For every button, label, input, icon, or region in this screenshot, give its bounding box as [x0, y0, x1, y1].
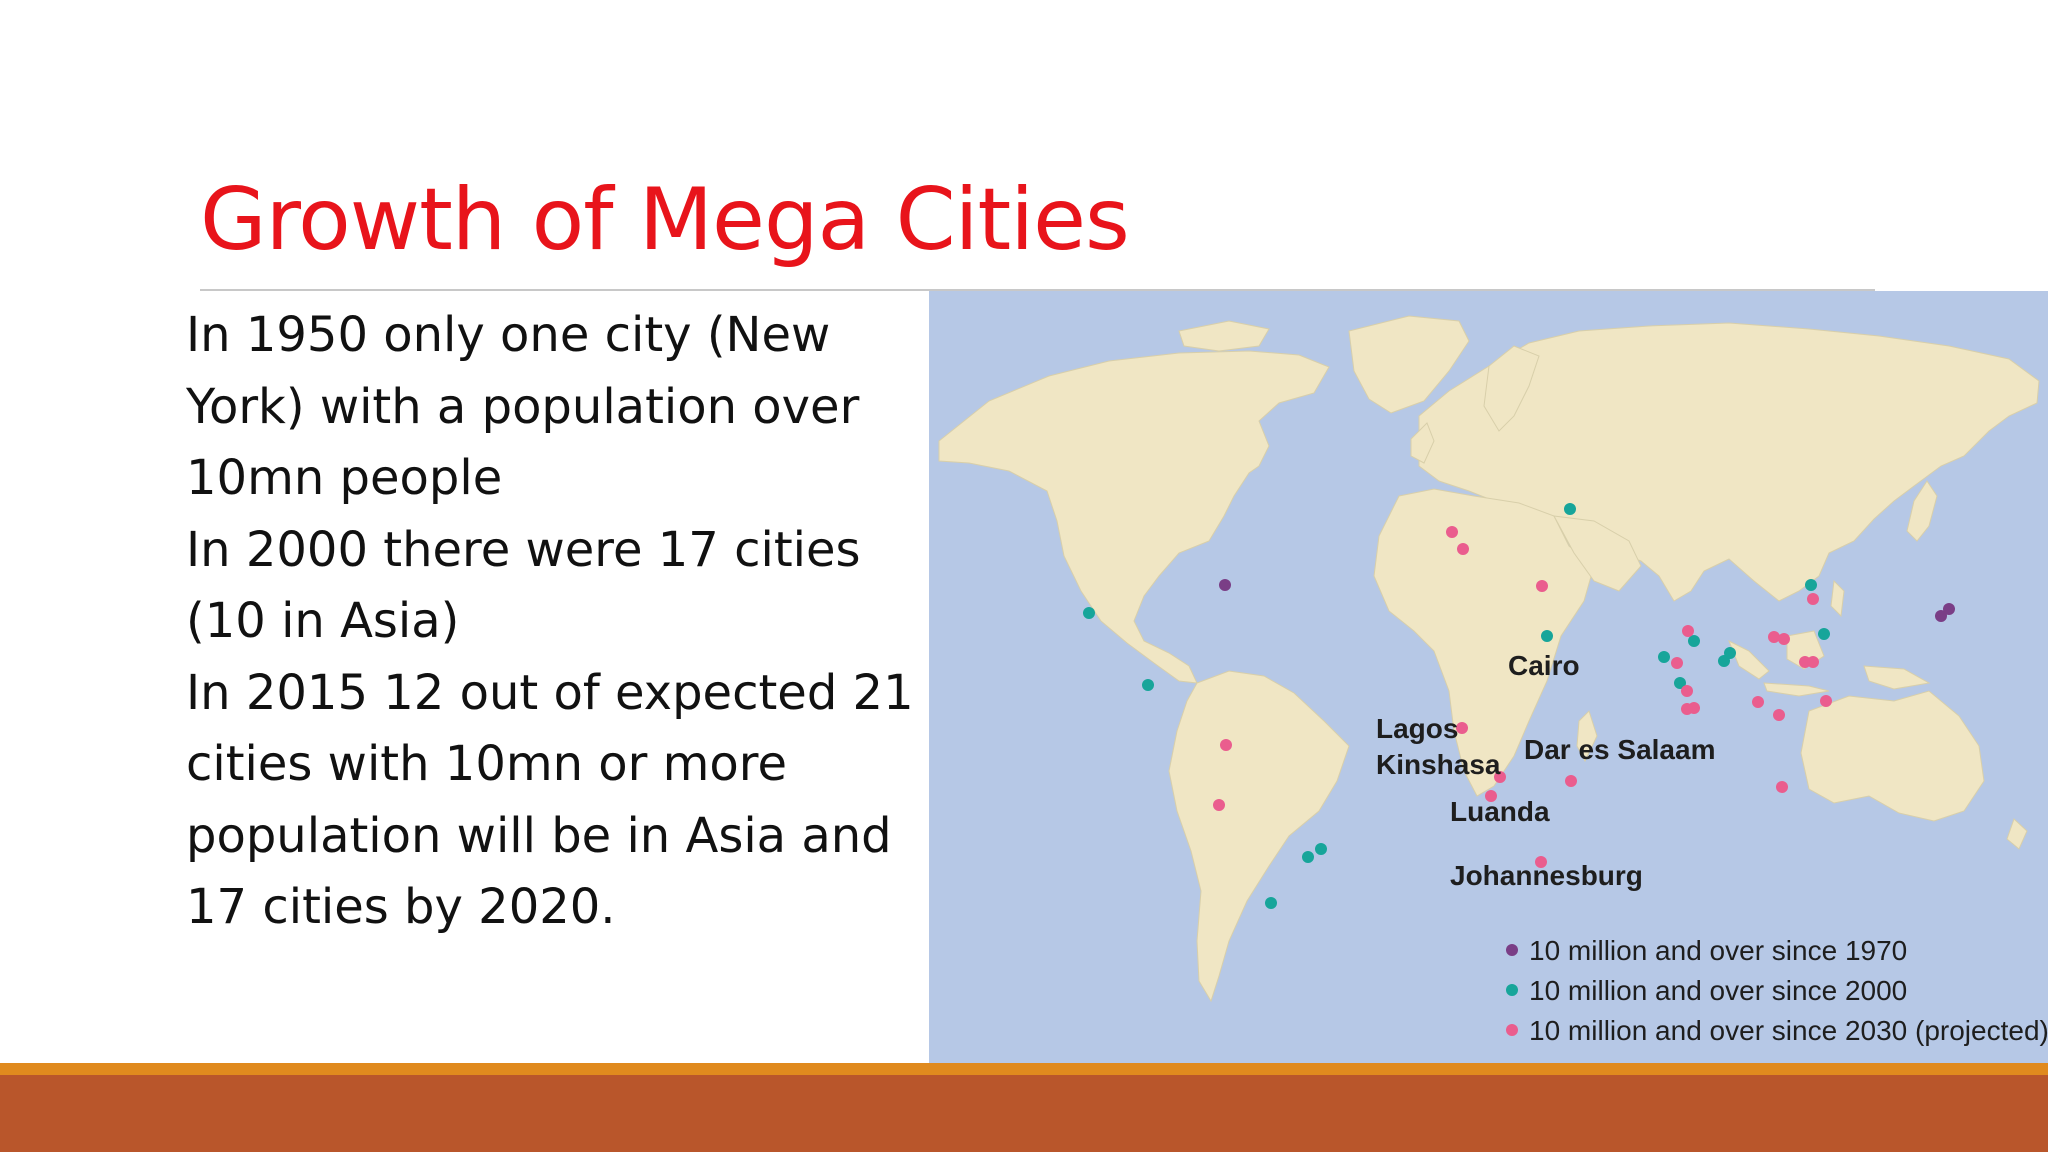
legend-label-1970: 10 million and over since 1970	[1529, 935, 1907, 966]
city-dot-1970	[1219, 579, 1231, 591]
city-label-dar-es-salaam: Dar es Salaam	[1524, 734, 1715, 765]
city-label-johannesburg: Johannesburg	[1450, 860, 1643, 891]
city-dot-2000	[1724, 647, 1736, 659]
legend-label-2000: 10 million and over since 2000	[1529, 975, 1907, 1006]
land-greenland	[1348, 315, 1470, 414]
land-madagascar	[1576, 710, 1598, 763]
land-arctic-islands	[1178, 320, 1270, 352]
title-divider	[200, 289, 1875, 291]
paragraph-1950: In 1950 only one city (New York) with a …	[186, 307, 860, 506]
city-dot-2000	[1265, 897, 1277, 909]
city-dot-2030	[1457, 543, 1469, 555]
city-dot-2000	[1818, 628, 1830, 640]
city-dot-2030	[1820, 695, 1832, 707]
city-dot-1970	[1943, 603, 1955, 615]
slide-title: Growth of Mega Cities	[200, 170, 1130, 270]
city-label-lagos: Lagos	[1376, 713, 1458, 744]
city-dot-2030	[1565, 775, 1577, 787]
city-dot-2000	[1674, 677, 1686, 689]
city-dot-2030	[1536, 580, 1548, 592]
city-dot-2030	[1776, 781, 1788, 793]
city-dot-2030	[1494, 771, 1506, 783]
land-japan	[1906, 480, 1938, 542]
land-british-isles	[1410, 422, 1435, 464]
city-dot-2030	[1220, 739, 1232, 751]
legend-swatch-2000	[1506, 984, 1518, 996]
land-australia	[1800, 690, 1985, 822]
paragraph-2000: In 2000 there were 17 cities (10 in Asia…	[186, 521, 861, 650]
city-dot-2030	[1671, 657, 1683, 669]
land-scandinavia	[1483, 345, 1540, 432]
legend-swatch-2030	[1506, 1024, 1518, 1036]
land-africa	[1373, 488, 1595, 797]
city-dot-2000	[1142, 679, 1154, 691]
land-new-guinea	[1863, 665, 1931, 690]
paragraph-2015: In 2015 12 out of expected 21 cities wit…	[186, 664, 914, 936]
city-dot-2030	[1681, 685, 1693, 697]
city-dot-2000	[1805, 579, 1817, 591]
world-map: Cairo Lagos Kinshasa Dar es Salaam Luand…	[929, 291, 2048, 1063]
legend-swatch-1970	[1506, 944, 1518, 956]
city-dot-2030	[1773, 709, 1785, 721]
map-legend: 10 million and over since 1970 10 millio…	[1506, 935, 2048, 1046]
city-dot-2000	[1688, 635, 1700, 647]
city-dot-2030	[1807, 656, 1819, 668]
city-dot-2030	[1446, 526, 1458, 538]
city-dot-2030	[1535, 856, 1547, 868]
city-dot-1970	[1935, 610, 1947, 622]
city-dot-2000	[1564, 503, 1576, 515]
land-new-zealand	[2006, 818, 2028, 850]
city-dot-2000	[1315, 843, 1327, 855]
city-dot-2030	[1768, 631, 1780, 643]
slide-body: In 1950 only one city (New York) with a …	[186, 300, 926, 944]
legend-label-2030: 10 million and over since 2030 (projecte…	[1529, 1015, 2048, 1046]
city-dot-2030	[1456, 722, 1468, 734]
city-dot-2000	[1083, 607, 1095, 619]
city-dot-2030	[1778, 633, 1790, 645]
land-south-america	[1168, 670, 1350, 1003]
city-dot-2000	[1541, 630, 1553, 642]
city-label-kinshasa: Kinshasa	[1376, 749, 1501, 780]
city-label-cairo: Cairo	[1508, 650, 1580, 681]
city-dot-2030	[1682, 625, 1694, 637]
land-arabia	[1553, 515, 1642, 592]
city-dot-2000	[1302, 851, 1314, 863]
city-dot-2030	[1752, 696, 1764, 708]
footer-bar	[0, 1075, 2048, 1152]
city-dot-2030	[1213, 799, 1225, 811]
city-dot-2030	[1681, 703, 1693, 715]
city-dot-2030	[1807, 593, 1819, 605]
city-label-luanda: Luanda	[1450, 796, 1550, 827]
land-philippines	[1830, 579, 1845, 618]
city-dot-2000	[1658, 651, 1670, 663]
land-north-america	[938, 350, 1330, 684]
land-sumatra	[1728, 639, 1770, 680]
city-dot-2030	[1485, 790, 1497, 802]
footer-accent-stripe	[0, 1063, 2048, 1075]
land-java	[1763, 682, 1830, 697]
